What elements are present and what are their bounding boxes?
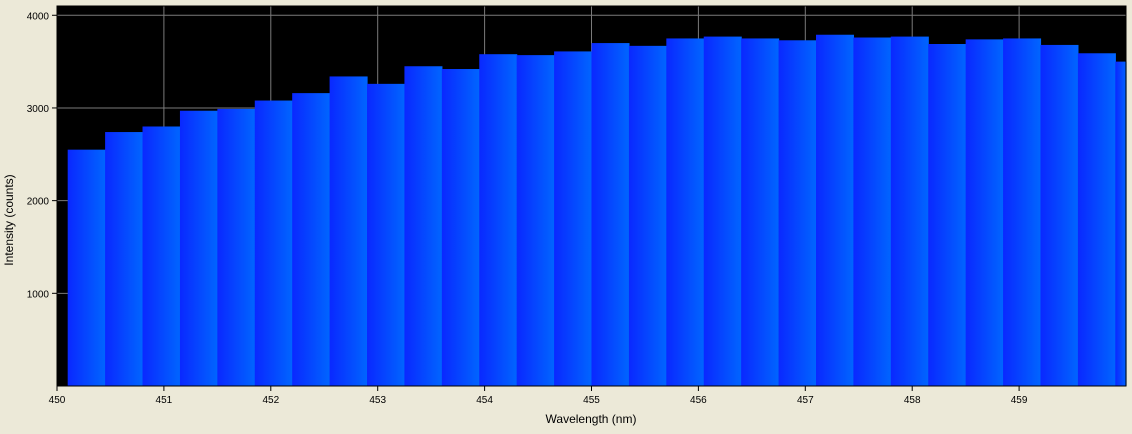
- bars: [67, 34, 1127, 387]
- y-tick-label: 4000: [27, 11, 50, 22]
- bar: [703, 36, 742, 387]
- bar: [105, 132, 144, 386]
- y-tick-label: 3000: [27, 104, 50, 115]
- x-tick-label: 455: [583, 395, 600, 406]
- bar: [965, 39, 1004, 387]
- x-tick-label: 451: [156, 395, 173, 406]
- x-tick-label: 450: [49, 395, 66, 406]
- bar: [67, 149, 106, 386]
- bar: [367, 83, 406, 386]
- bar: [516, 55, 555, 387]
- bar: [853, 37, 892, 386]
- bar: [666, 38, 705, 386]
- bar: [815, 34, 855, 386]
- bar: [142, 126, 181, 387]
- bar: [928, 44, 967, 386]
- y-axis-label: Intensity (counts): [2, 174, 16, 265]
- x-tick-label: 458: [904, 395, 921, 406]
- bar: [1003, 38, 1042, 386]
- bar: [404, 66, 443, 387]
- bar: [591, 43, 630, 386]
- bar: [292, 93, 331, 386]
- x-tick-label: 456: [690, 395, 707, 406]
- x-tick-label: 457: [797, 395, 814, 406]
- y-tick-label: 1000: [27, 289, 50, 300]
- bar: [554, 51, 593, 386]
- bar: [741, 38, 780, 386]
- x-tick-label: 454: [476, 395, 493, 406]
- bar: [628, 45, 667, 386]
- bar: [217, 108, 256, 386]
- bar: [1040, 44, 1079, 387]
- bar: [441, 69, 480, 387]
- x-axis-ticks: 450 451 452 453 454 455 456 457 458 459: [49, 386, 1028, 406]
- x-axis-label: Wavelength (nm): [546, 412, 637, 426]
- bar: [479, 54, 518, 386]
- y-tick-label: 2000: [27, 197, 50, 208]
- x-tick-label: 452: [262, 395, 279, 406]
- bar: [179, 110, 218, 387]
- x-tick-label: 453: [369, 395, 386, 406]
- bar: [778, 40, 817, 386]
- x-tick-label: 459: [1011, 395, 1028, 406]
- bar: [329, 76, 368, 386]
- bar: [254, 100, 293, 386]
- bar: [1077, 53, 1116, 387]
- bar: [890, 36, 929, 387]
- bar: [1115, 61, 1127, 387]
- y-axis-ticks: 1000 2000 3000 4000: [27, 11, 57, 300]
